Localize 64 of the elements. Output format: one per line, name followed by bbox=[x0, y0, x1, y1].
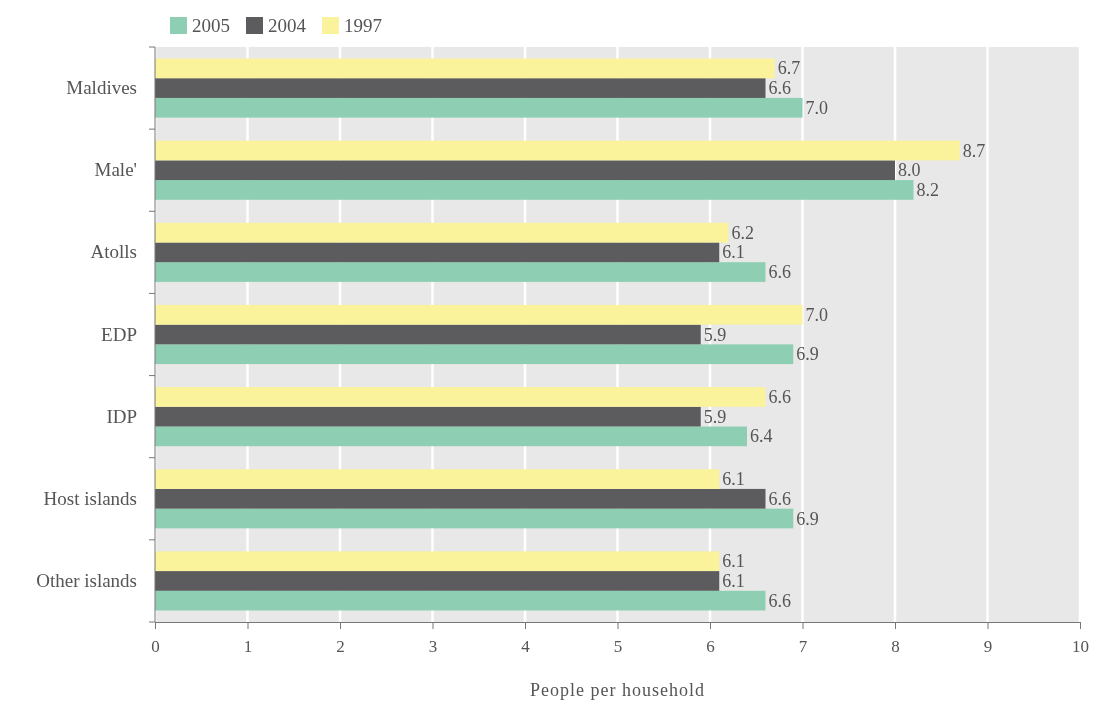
x-tick-label: 4 bbox=[521, 637, 531, 657]
bar bbox=[155, 590, 766, 611]
data-label: 6.4 bbox=[750, 426, 773, 447]
data-label: 6.6 bbox=[768, 488, 791, 509]
x-tick-label: 7 bbox=[798, 637, 808, 657]
bar bbox=[155, 222, 729, 243]
bar bbox=[155, 242, 720, 263]
bar bbox=[155, 160, 895, 181]
bar bbox=[155, 469, 720, 489]
y-tick-label: Male' bbox=[94, 159, 137, 181]
legend-label: 2005 bbox=[192, 15, 230, 36]
bar bbox=[155, 78, 766, 98]
x-tick-label: 0 bbox=[151, 637, 160, 657]
data-label: 6.9 bbox=[796, 508, 819, 529]
y-tick-label: EDP bbox=[101, 323, 137, 345]
data-label: 6.6 bbox=[768, 78, 791, 99]
bar bbox=[155, 97, 803, 118]
data-label: 7.0 bbox=[805, 97, 828, 118]
data-label: 6.9 bbox=[796, 344, 819, 365]
data-label: 7.0 bbox=[805, 304, 828, 325]
data-label: 6.1 bbox=[722, 570, 745, 591]
x-tick-label: 8 bbox=[891, 637, 900, 657]
bar bbox=[155, 571, 720, 591]
bar bbox=[155, 344, 794, 365]
bar bbox=[155, 508, 794, 529]
bar bbox=[155, 406, 701, 427]
bar bbox=[155, 140, 960, 161]
data-label: 5.9 bbox=[703, 406, 727, 427]
y-tick-label: IDP bbox=[106, 405, 137, 427]
data-label: 6.1 bbox=[722, 551, 745, 572]
bar bbox=[155, 262, 766, 282]
bar bbox=[155, 324, 701, 345]
x-tick-label: 1 bbox=[243, 637, 253, 657]
x-tick-label: 5 bbox=[613, 637, 623, 657]
x-tick-label: 3 bbox=[428, 637, 438, 657]
y-tick-label: Other islands bbox=[36, 569, 137, 591]
x-tick-label: 9 bbox=[983, 637, 993, 657]
bar bbox=[155, 387, 766, 407]
x-tick-label: 6 bbox=[706, 637, 715, 657]
y-tick-label: Host islands bbox=[43, 487, 137, 509]
data-label: 6.7 bbox=[777, 58, 801, 79]
data-label: 8.7 bbox=[962, 140, 986, 161]
y-tick-label: Maldives bbox=[66, 77, 137, 99]
bar bbox=[155, 180, 914, 200]
x-tick-label: 2 bbox=[336, 637, 345, 657]
x-tick-label: 10 bbox=[1072, 637, 1089, 657]
data-label: 5.9 bbox=[703, 324, 727, 345]
data-label: 6.1 bbox=[722, 469, 745, 490]
data-label: 8.0 bbox=[898, 160, 921, 181]
bar bbox=[155, 58, 775, 79]
data-label: 6.1 bbox=[722, 242, 745, 263]
data-label: 6.6 bbox=[768, 262, 791, 283]
legend-label: 2004 bbox=[268, 15, 307, 36]
x-axis-title: People per household bbox=[530, 680, 705, 700]
y-tick-label: Atolls bbox=[90, 241, 137, 263]
bar bbox=[155, 551, 720, 572]
bar bbox=[155, 426, 747, 447]
data-label: 6.6 bbox=[768, 590, 791, 611]
legend-label: 1997 bbox=[344, 15, 382, 36]
bar bbox=[155, 304, 803, 325]
data-label: 6.6 bbox=[768, 386, 791, 407]
bar bbox=[155, 488, 766, 509]
data-label: 6.2 bbox=[731, 222, 754, 243]
data-label: 8.2 bbox=[916, 179, 939, 200]
